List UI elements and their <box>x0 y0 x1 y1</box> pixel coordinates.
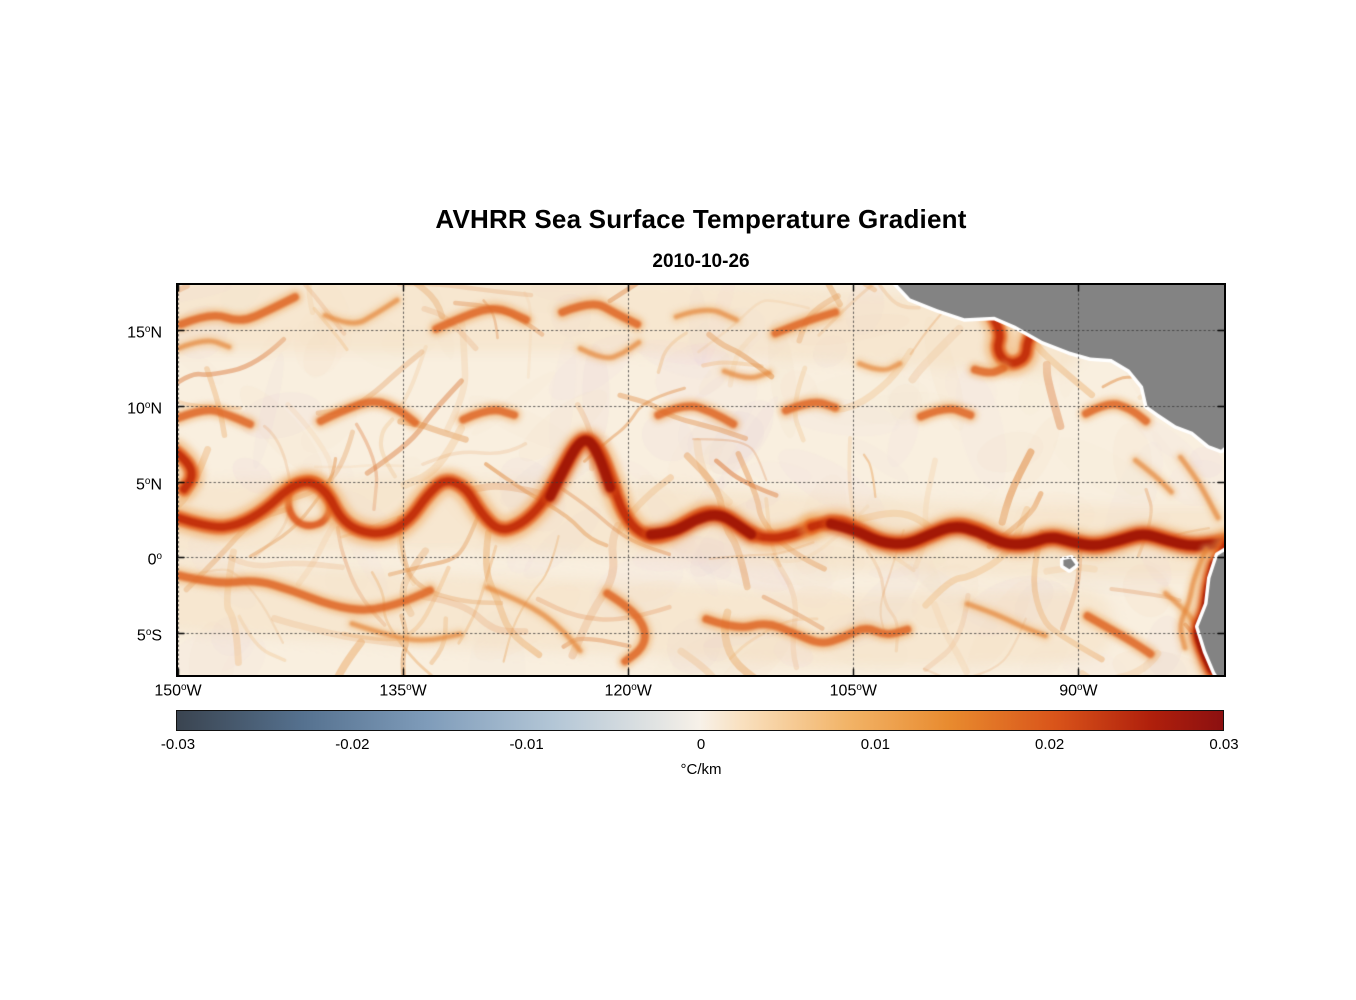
y-tick-label: 15oN <box>62 320 162 343</box>
degree-symbol: o <box>1077 682 1083 693</box>
colorbar-tick-label: -0.02 <box>335 736 370 753</box>
x-tick-label: 90oW <box>1059 682 1097 700</box>
y-tick-label: 0o <box>62 547 162 570</box>
tick-value: 5 <box>136 475 145 493</box>
chart-title: AVHRR Sea Surface Temperature Gradient <box>435 204 967 234</box>
colorbar-tick-label: 0 <box>696 736 706 753</box>
colorbar-tick-labels: -0.03 -0.02 -0.01 0 0.01 0.02 0.03 <box>161 736 1239 756</box>
degree-symbol: o <box>144 324 151 336</box>
hemisphere-label: W <box>186 682 202 700</box>
x-axis-tick-labels: 150oW 135oW 120oW 105oW 90oW <box>154 682 1224 706</box>
hemisphere-label: N <box>150 400 162 418</box>
tick-value: 90 <box>1059 682 1078 700</box>
tick-value: 135 <box>379 682 407 700</box>
map-plot-frame <box>176 283 1226 677</box>
tick-value: 15 <box>127 324 145 342</box>
degree-symbol: o <box>406 682 412 693</box>
colorbar-tick-label: 0.02 <box>1035 736 1065 753</box>
x-tick-label: 135oW <box>379 682 426 700</box>
colorbar-gradient <box>177 711 1223 730</box>
colorbar-tick-label: -0.01 <box>509 736 544 753</box>
degree-symbol: o <box>144 475 151 487</box>
hemisphere-label: S <box>151 627 162 645</box>
degree-symbol: o <box>145 626 152 638</box>
tick-value: 150 <box>154 682 182 700</box>
tick-value: 105 <box>829 682 857 700</box>
colorbar-tick-label: 0.03 <box>1209 736 1239 753</box>
map-canvas <box>178 285 1224 675</box>
hemisphere-label: W <box>861 682 877 700</box>
chart-date: 2010-10-26 <box>652 251 750 272</box>
x-tick-label: 120oW <box>605 682 652 700</box>
colorbar-unit-label: °C/km <box>680 761 722 778</box>
tick-value: 5 <box>136 627 146 645</box>
colorbar-tick-label: 0.01 <box>860 736 890 753</box>
x-tick-label: 150oW <box>154 682 201 700</box>
hemisphere-label: W <box>411 682 427 700</box>
degree-symbol: o <box>856 682 862 693</box>
tick-value: 0 <box>147 551 157 569</box>
colorbar-tick-label: -0.03 <box>160 736 196 753</box>
tick-value: 10 <box>127 400 145 418</box>
degree-symbol: o <box>631 682 637 693</box>
degree-symbol: o <box>144 399 151 411</box>
tick-value: 120 <box>604 682 632 700</box>
y-axis-tick-labels: 15oN 10oN 5oN 0o 5oS <box>58 285 168 675</box>
hemisphere-label: W <box>636 682 652 700</box>
y-tick-label: 5oN <box>62 472 162 495</box>
degree-symbol: o <box>181 682 187 693</box>
y-tick-label: 5oS <box>62 623 162 646</box>
x-tick-label: 105oW <box>830 682 877 700</box>
y-tick-label: 10oN <box>62 396 162 419</box>
hemisphere-label: W <box>1082 682 1098 700</box>
hemisphere-label: N <box>150 475 162 493</box>
degree-symbol: o <box>156 551 162 563</box>
hemisphere-label: N <box>150 324 162 342</box>
colorbar <box>176 710 1224 731</box>
